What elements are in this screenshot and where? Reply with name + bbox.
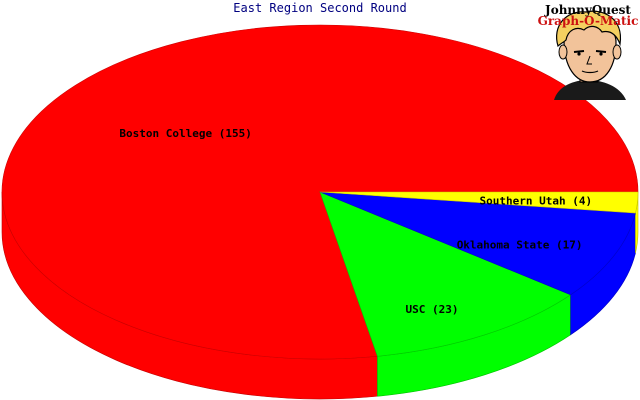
logo: JohnnyQuest Graph-O-Matic — [536, 0, 640, 100]
slice-label-usc: USC (23) — [406, 303, 459, 316]
slice-boston-college — [1, 24, 639, 360]
slice-oklahoma-state — [319, 191, 636, 296]
slice-label-boston-college: Boston College (155) — [119, 127, 251, 140]
cartoon-boy-icon — [554, 10, 626, 100]
logo-text-bottom: Graph-O-Matic — [537, 14, 639, 28]
slice-labels: Boston College (155) USC (23) Oklahoma Sta… — [119, 127, 592, 316]
slice-usc — [319, 191, 572, 357]
slice-southern-utah — [319, 191, 639, 214]
slice-label-oklahoma-state: Oklahoma State (17) — [457, 239, 583, 252]
pie-slices — [1, 24, 639, 360]
logo-text-top: JohnnyQuest — [545, 3, 631, 17]
slice-label-southern-utah: Southern Utah (4) — [480, 195, 593, 208]
chart-title: East Region Second Round — [233, 1, 407, 15]
